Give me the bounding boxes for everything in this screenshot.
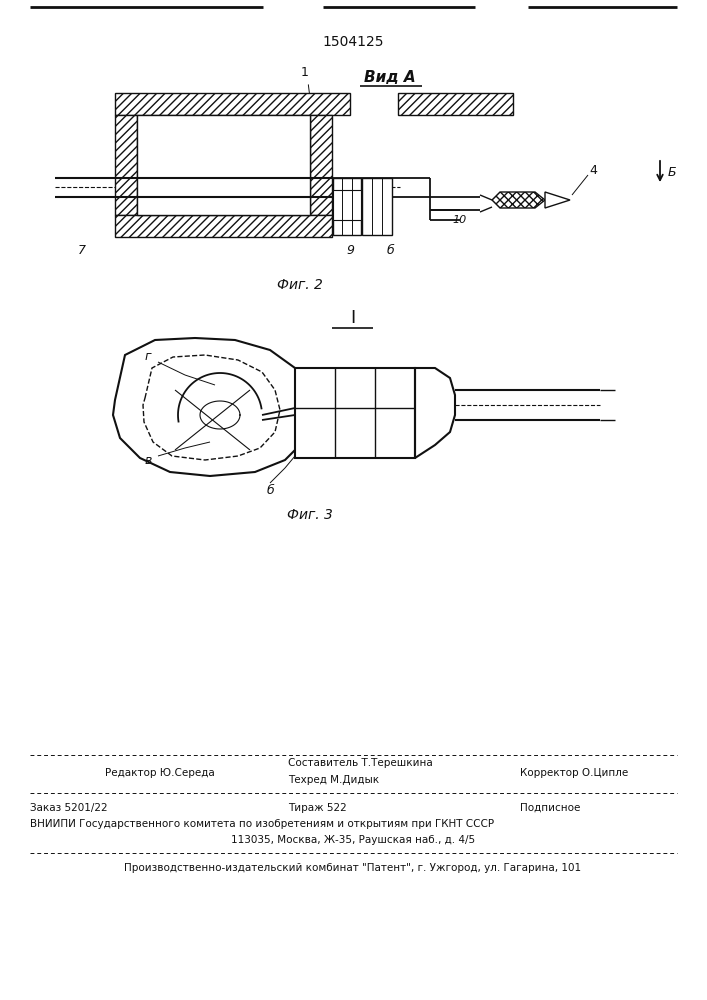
Bar (137, 115, 310, 215)
Text: Подписное: Подписное (520, 803, 580, 813)
Text: Б: Б (667, 165, 677, 178)
Text: б: б (386, 243, 394, 256)
Text: Корректор О.Ципле: Корректор О.Ципле (520, 768, 629, 778)
Text: Производственно-издательский комбинат "Патент", г. Ужгород, ул. Гагарина, 101: Производственно-издательский комбинат "П… (124, 863, 582, 873)
Text: 1504125: 1504125 (322, 35, 384, 49)
Text: 4: 4 (589, 164, 597, 178)
Text: б: б (266, 484, 274, 496)
Text: Вид A: Вид A (364, 70, 416, 86)
Bar (295, 368, 415, 458)
Text: Фиг. 3: Фиг. 3 (287, 508, 333, 522)
Bar (310, 115, 332, 215)
Bar (115, 215, 332, 237)
Text: 1: 1 (301, 66, 309, 80)
Text: Тираж 522: Тираж 522 (288, 803, 346, 813)
Bar (115, 93, 350, 115)
Text: 10: 10 (453, 215, 467, 225)
Bar (333, 190, 361, 220)
Text: Заказ 5201/22: Заказ 5201/22 (30, 803, 107, 813)
Text: 9: 9 (346, 243, 354, 256)
Bar (115, 115, 137, 215)
Text: Техред М.Дидык: Техред М.Дидык (288, 775, 379, 785)
Polygon shape (545, 192, 570, 208)
Text: Редактор Ю.Середа: Редактор Ю.Середа (105, 768, 215, 778)
Text: Составитель Т.Терешкина: Составитель Т.Терешкина (288, 758, 433, 768)
Bar (362, 178, 392, 235)
Text: Фиг. 2: Фиг. 2 (277, 278, 323, 292)
Text: ВНИИПИ Государственного комитета по изобретениям и открытиям при ГКНТ СССР: ВНИИПИ Государственного комитета по изоб… (30, 819, 494, 829)
Bar (398, 93, 513, 115)
Text: 113035, Москва, Ж-35, Раушская наб., д. 4/5: 113035, Москва, Ж-35, Раушская наб., д. … (231, 835, 475, 845)
Text: в: в (144, 454, 152, 466)
Polygon shape (492, 192, 545, 208)
Text: I: I (351, 309, 356, 327)
Text: г: г (145, 350, 151, 362)
Text: 7: 7 (78, 243, 86, 256)
Bar (333, 178, 361, 235)
